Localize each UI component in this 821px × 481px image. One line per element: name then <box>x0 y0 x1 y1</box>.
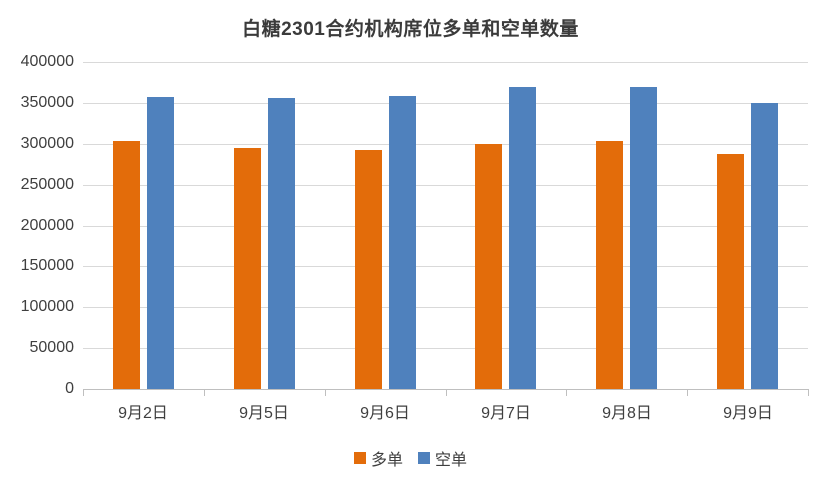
legend-swatch-long <box>353 452 366 464</box>
chart-title: 白糖2301合约机构席位多单和空单数量 <box>242 19 579 40</box>
legend-item-long: 多单 <box>353 446 403 470</box>
gridline <box>83 102 808 104</box>
bar-short <box>388 96 416 389</box>
x-axis-label: 9月7日 <box>481 405 531 422</box>
y-axis-label: 300000 <box>20 135 74 152</box>
x-axis-tick <box>204 389 205 396</box>
gridline <box>83 184 808 186</box>
bar-short <box>267 98 295 389</box>
gridline <box>83 62 808 63</box>
gridline <box>83 307 808 309</box>
legend-label: 空单 <box>435 452 468 469</box>
bar-short <box>509 86 537 389</box>
bar-short <box>630 86 658 389</box>
x-axis-label: 9月5日 <box>239 405 289 422</box>
gridline <box>83 348 808 350</box>
y-axis-label: 0 <box>65 380 74 397</box>
legend-label: 多单 <box>370 452 403 469</box>
x-axis-tick <box>808 389 809 396</box>
y-axis-label: 150000 <box>20 257 74 274</box>
x-axis-tick <box>687 389 688 396</box>
x-axis-line <box>83 389 808 390</box>
y-axis-label: 50000 <box>29 339 75 356</box>
gridline <box>83 225 808 227</box>
x-axis-tick <box>83 389 84 396</box>
legend-item-short: 空单 <box>418 446 467 470</box>
bar-long <box>717 154 745 389</box>
x-axis-label: 9月8日 <box>602 405 652 422</box>
legend: 多单 空单 <box>0 446 821 470</box>
y-axis-label: 350000 <box>20 94 74 111</box>
x-axis-label: 9月2日 <box>118 405 168 422</box>
bar-long <box>354 149 382 389</box>
y-axis-label: 250000 <box>20 176 74 193</box>
x-axis-label: 9月9日 <box>723 405 773 422</box>
bar-short <box>146 97 174 389</box>
y-axis-label: 400000 <box>20 53 74 70</box>
bar-long <box>475 143 503 390</box>
x-axis-tick <box>325 389 326 396</box>
x-axis-tick <box>446 389 447 396</box>
x-axis-tick <box>566 389 567 396</box>
y-axis-label: 200000 <box>20 217 74 234</box>
legend-swatch-short <box>418 452 430 464</box>
bar-long <box>233 147 261 389</box>
bar-long <box>112 141 140 389</box>
bar-long <box>596 140 624 389</box>
gridline <box>83 143 808 145</box>
y-axis-label: 100000 <box>20 298 74 315</box>
bar-short <box>751 102 779 389</box>
gridline <box>83 266 808 268</box>
x-axis-label: 9月6日 <box>360 405 410 422</box>
